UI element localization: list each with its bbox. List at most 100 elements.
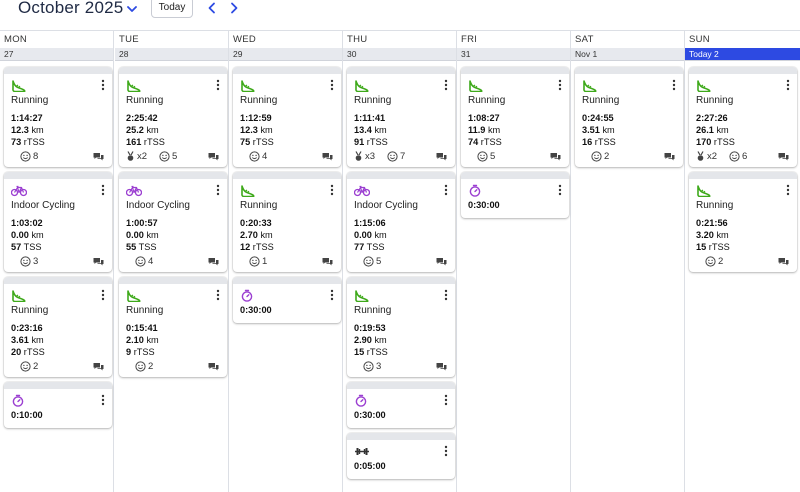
more-vertical-icon[interactable] bbox=[98, 288, 108, 302]
more-vertical-icon[interactable] bbox=[213, 78, 223, 92]
feel-rating[interactable]: 5 bbox=[477, 150, 495, 163]
feel-smiley-icon bbox=[135, 256, 146, 267]
comment-icon[interactable] bbox=[550, 152, 561, 161]
more-vertical-icon[interactable] bbox=[669, 78, 679, 92]
day-column-sat[interactable]: SAT Nov 1 Running 0:24:55 3.51 km 16 rTSS 2 bbox=[571, 31, 685, 492]
feel-rating[interactable]: 5 bbox=[363, 255, 381, 268]
feel-rating[interactable]: 4 bbox=[249, 150, 267, 163]
card-header-strip bbox=[4, 277, 112, 284]
comment-icon[interactable] bbox=[208, 257, 219, 266]
comment-icon[interactable] bbox=[208, 152, 219, 161]
comment-icon[interactable] bbox=[322, 257, 333, 266]
workout-card-running[interactable]: Running 1:14:27 12.3 km 73 rTSS 8 bbox=[4, 67, 112, 167]
chevron-down-icon[interactable] bbox=[124, 1, 140, 17]
day-of-week-label: FRI bbox=[461, 34, 478, 45]
feel-count: 4 bbox=[148, 256, 154, 267]
comment-icon[interactable] bbox=[436, 257, 447, 266]
feel-rating[interactable]: 3 bbox=[20, 255, 38, 268]
workout-title: Indoor Cycling bbox=[11, 200, 75, 211]
feel-smiley-icon bbox=[477, 151, 488, 162]
workout-card-timer[interactable]: 0:10:00 bbox=[4, 382, 112, 428]
comment-icon[interactable] bbox=[436, 362, 447, 371]
workout-card-strength[interactable]: 0:05:00 bbox=[347, 433, 455, 479]
comment-icon[interactable] bbox=[93, 362, 104, 371]
workout-card-running[interactable]: Running 1:08:27 11.9 km 74 rTSS 5 bbox=[461, 67, 569, 167]
chevron-right-icon[interactable] bbox=[227, 1, 241, 15]
feel-smiley-icon bbox=[249, 256, 260, 267]
chevron-left-icon[interactable] bbox=[205, 1, 219, 15]
feel-rating[interactable]: 3 bbox=[363, 360, 381, 373]
workout-card-running[interactable]: Running 0:20:33 2.70 km 12 rTSS 1 bbox=[233, 172, 341, 272]
workout-duration: 0:21:56 bbox=[696, 218, 728, 228]
workout-card-cycling[interactable]: Indoor Cycling 1:15:06 0.00 km 77 TSS 5 bbox=[347, 172, 455, 272]
comment-icon[interactable] bbox=[664, 152, 675, 161]
workout-card-running[interactable]: Running 1:12:59 12.3 km 75 rTSS 4 bbox=[233, 67, 341, 167]
feel-count: 5 bbox=[490, 151, 496, 162]
more-vertical-icon[interactable] bbox=[213, 183, 223, 197]
workout-load: 170 rTSS bbox=[696, 137, 735, 147]
workout-card-cycling[interactable]: Indoor Cycling 1:03:02 0.00 km 57 TSS 3 bbox=[4, 172, 112, 272]
today-button[interactable]: Today bbox=[151, 0, 193, 18]
more-vertical-icon[interactable] bbox=[98, 393, 108, 407]
card-header-strip bbox=[347, 67, 455, 74]
more-vertical-icon[interactable] bbox=[327, 183, 337, 197]
comment-icon[interactable] bbox=[93, 257, 104, 266]
day-column-sun[interactable]: SUN Today 2 Running 2:27:26 26.1 km 170 rTSS x… bbox=[685, 31, 800, 492]
workout-card-running[interactable]: Running 2:25:42 25.2 km 161 rTSS x2 5 bbox=[119, 67, 227, 167]
day-column-mon[interactable]: MON 27 Running 1:14:27 12.3 km 73 rTSS 8 Indoor… bbox=[0, 31, 114, 492]
workout-card-cycling[interactable]: Indoor Cycling 1:00:57 0.00 km 55 TSS 4 bbox=[119, 172, 227, 272]
workout-card-running[interactable]: Running 0:24:55 3.51 km 16 rTSS 2 bbox=[575, 67, 683, 167]
feel-rating[interactable]: 8 bbox=[20, 150, 38, 163]
feel-rating[interactable]: 2 bbox=[705, 255, 723, 268]
more-vertical-icon[interactable] bbox=[98, 183, 108, 197]
more-vertical-icon[interactable] bbox=[555, 78, 565, 92]
workout-title: Indoor Cycling bbox=[126, 200, 190, 211]
more-vertical-icon[interactable] bbox=[327, 288, 337, 302]
workout-card-timer[interactable]: 0:30:00 bbox=[347, 382, 455, 428]
more-vertical-icon[interactable] bbox=[98, 78, 108, 92]
comment-icon[interactable] bbox=[778, 152, 789, 161]
comment-icon[interactable] bbox=[208, 362, 219, 371]
workout-card-running[interactable]: Running 0:21:56 3.20 km 15 rTSS 2 bbox=[689, 172, 797, 272]
more-vertical-icon[interactable] bbox=[783, 78, 793, 92]
day-column-wed[interactable]: WED 29 Running 1:12:59 12.3 km 75 rTSS 4 Runnin… bbox=[229, 31, 343, 492]
comment-icon[interactable] bbox=[93, 152, 104, 161]
feel-rating[interactable]: 5 bbox=[159, 150, 177, 163]
more-vertical-icon[interactable] bbox=[441, 288, 451, 302]
feel-rating[interactable]: 2 bbox=[591, 150, 609, 163]
workout-distance: 2.10 km bbox=[126, 335, 159, 345]
workout-card-running[interactable]: Running 1:11:41 13.4 km 91 rTSS x3 7 bbox=[347, 67, 455, 167]
feel-rating[interactable]: 2 bbox=[135, 360, 153, 373]
more-vertical-icon[interactable] bbox=[213, 288, 223, 302]
planned-duration: 0:10:00 bbox=[11, 410, 43, 420]
day-column-tue[interactable]: TUE 28 Running 2:25:42 25.2 km 161 rTSS x2 5 Ind… bbox=[115, 31, 229, 492]
workout-card-running[interactable]: Running 2:27:26 26.1 km 170 rTSS x2 6 bbox=[689, 67, 797, 167]
day-column-fri[interactable]: FRI 31 Running 1:08:27 11.9 km 74 rTSS 5 0:30:0… bbox=[457, 31, 571, 492]
day-of-week-label: MON bbox=[4, 34, 28, 45]
more-vertical-icon[interactable] bbox=[441, 78, 451, 92]
feel-rating[interactable]: 2 bbox=[20, 360, 38, 373]
workout-card-timer[interactable]: 0:30:00 bbox=[461, 172, 569, 218]
workout-duration: 1:00:57 bbox=[126, 218, 158, 228]
more-vertical-icon[interactable] bbox=[327, 78, 337, 92]
more-vertical-icon[interactable] bbox=[441, 183, 451, 197]
workout-card-timer[interactable]: 0:30:00 bbox=[233, 277, 341, 323]
distance-unit: km bbox=[146, 125, 159, 135]
workout-card-running[interactable]: Running 0:23:16 3.61 km 20 rTSS 2 bbox=[4, 277, 112, 377]
comment-icon[interactable] bbox=[778, 257, 789, 266]
more-vertical-icon[interactable] bbox=[441, 393, 451, 407]
more-vertical-icon[interactable] bbox=[783, 183, 793, 197]
comment-icon[interactable] bbox=[322, 152, 333, 161]
more-vertical-icon[interactable] bbox=[555, 183, 565, 197]
feel-rating[interactable]: 7 bbox=[387, 150, 405, 163]
feel-rating[interactable]: 4 bbox=[135, 255, 153, 268]
workout-card-running[interactable]: Running 0:15:41 2.10 km 9 rTSS 2 bbox=[119, 277, 227, 377]
date-bar: 27 bbox=[0, 48, 113, 61]
feel-rating[interactable]: 1 bbox=[249, 255, 267, 268]
more-vertical-icon[interactable] bbox=[441, 444, 451, 458]
day-column-thu[interactable]: THU 30 Running 1:11:41 13.4 km 91 rTSS x3 7 Indo… bbox=[343, 31, 457, 492]
workout-card-running[interactable]: Running 0:19:53 2.90 km 15 rTSS 3 bbox=[347, 277, 455, 377]
feel-rating[interactable]: 6 bbox=[729, 150, 747, 163]
comment-icon[interactable] bbox=[436, 152, 447, 161]
month-title[interactable]: October 2025 bbox=[18, 0, 124, 17]
